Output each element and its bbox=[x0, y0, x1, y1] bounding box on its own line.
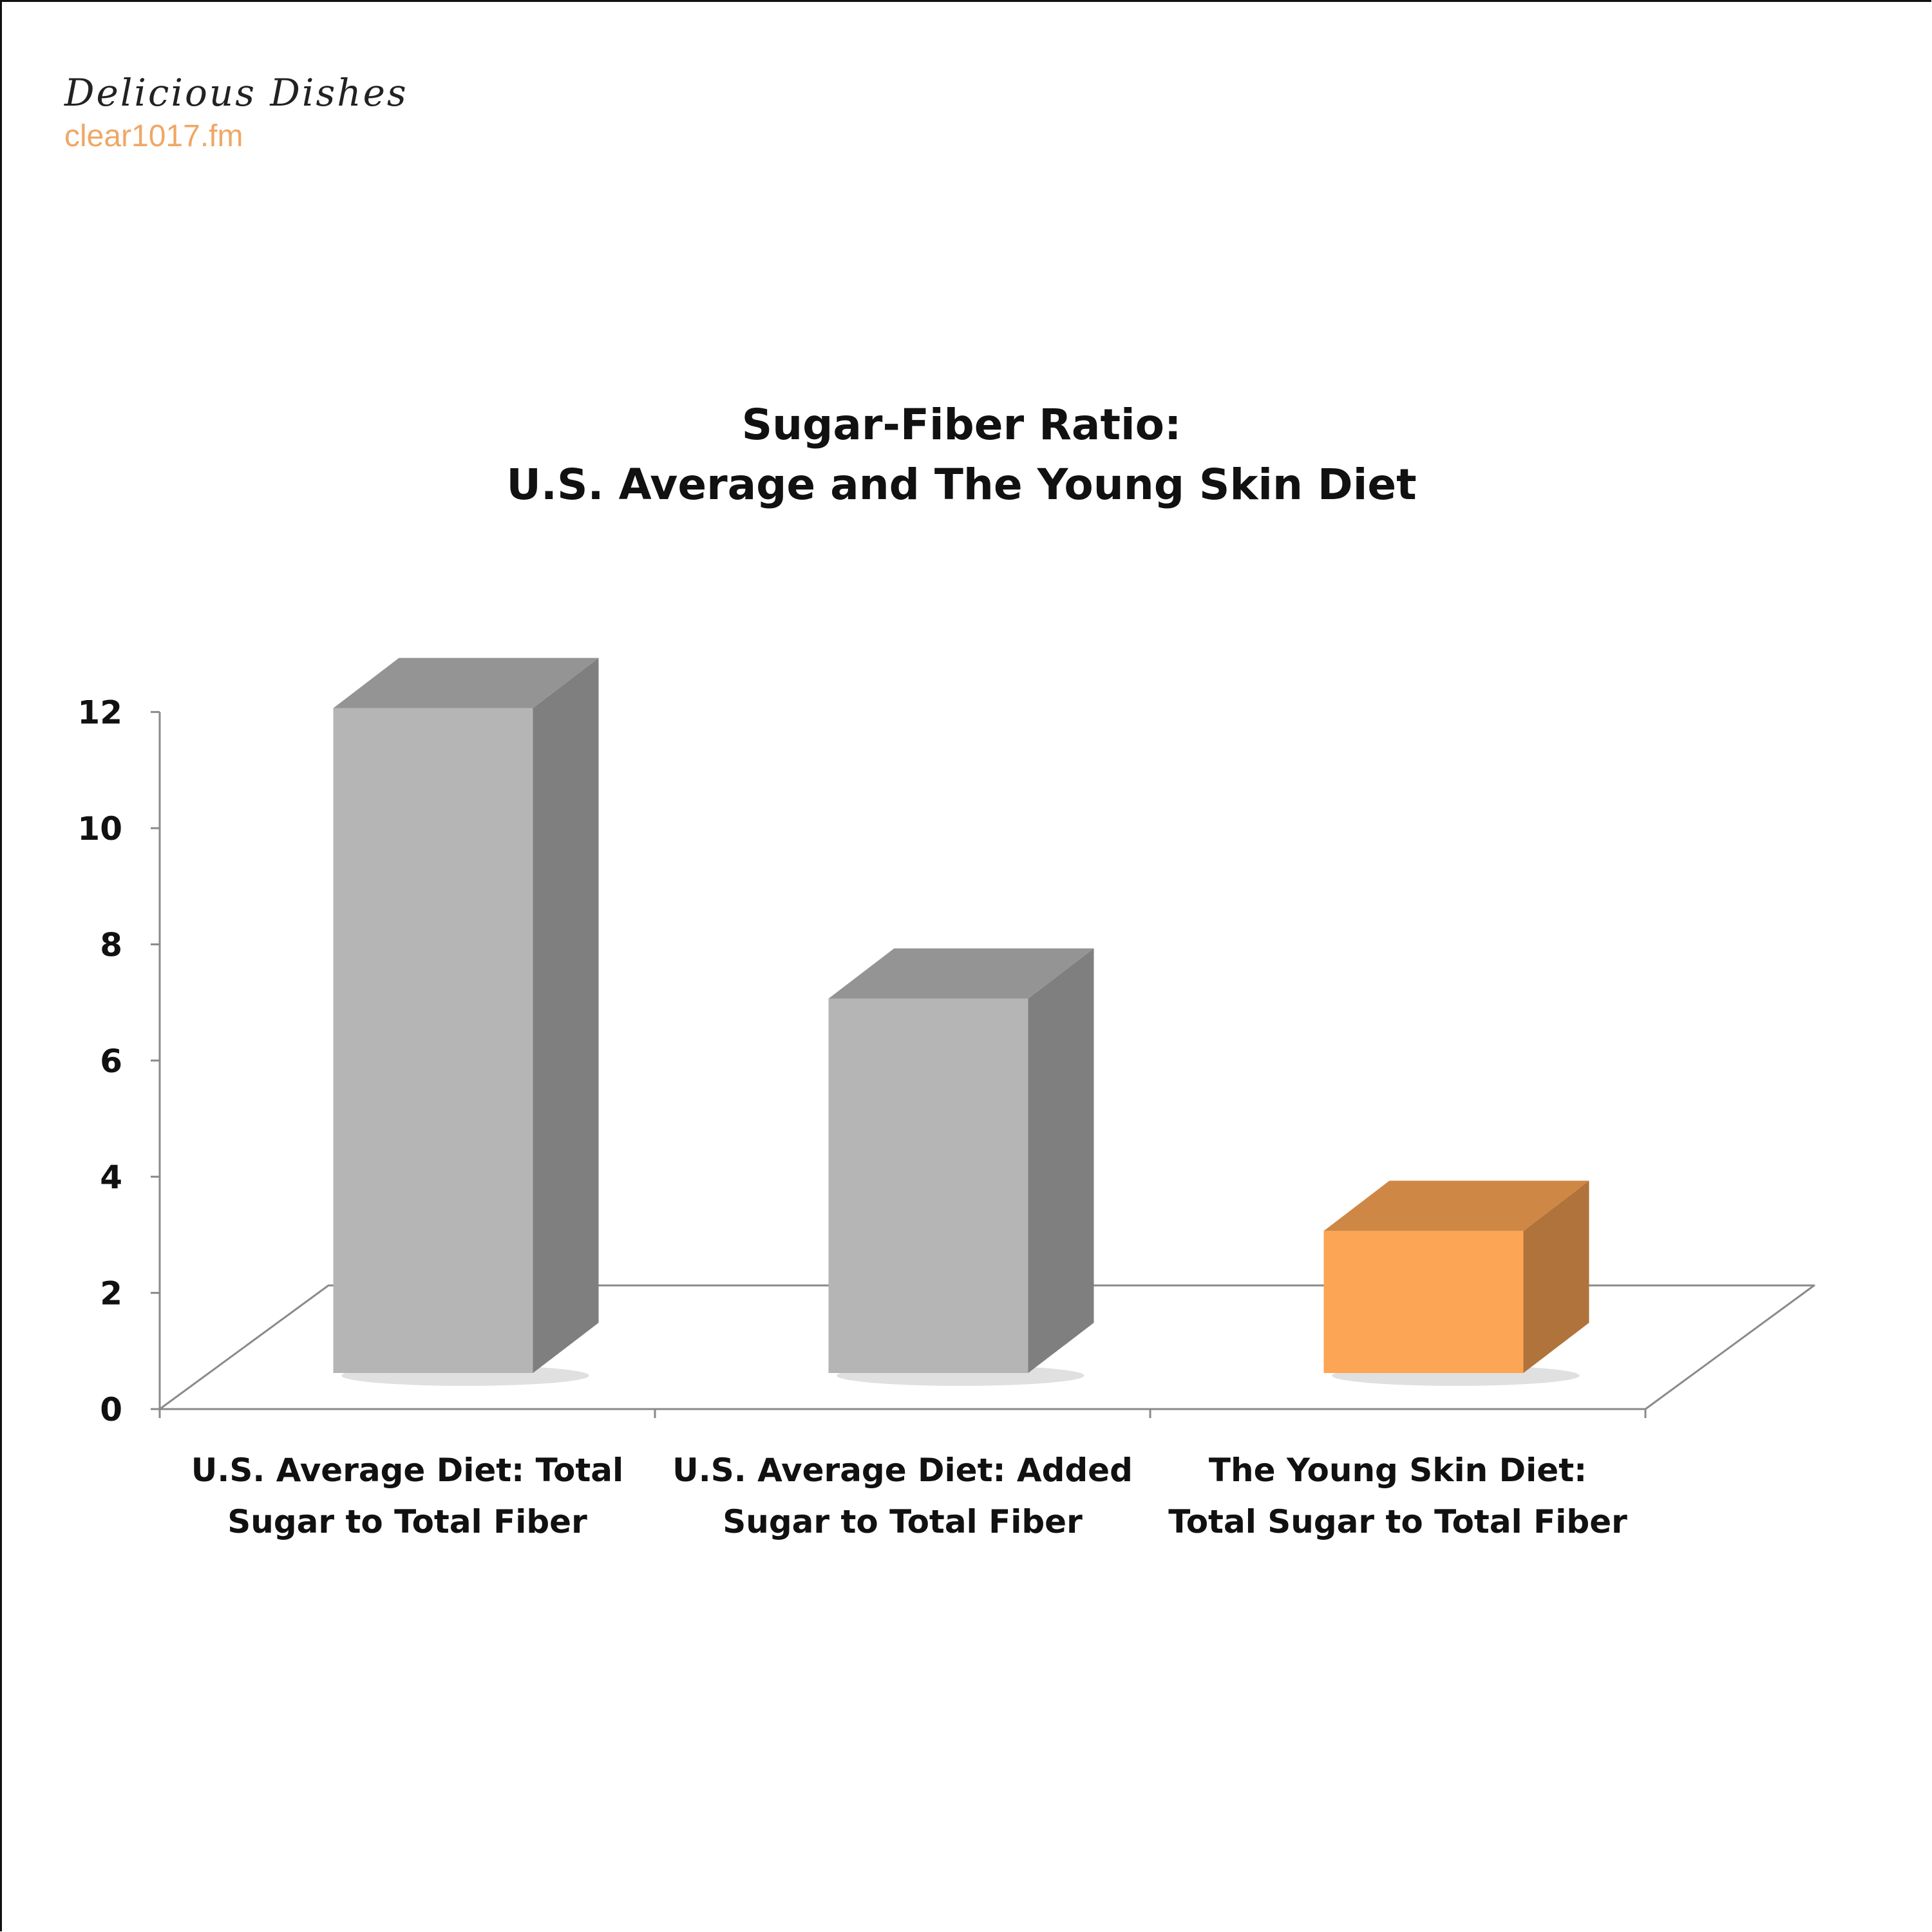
y-tick-label: 8 bbox=[100, 926, 122, 963]
brand-url: clear1017.fm bbox=[64, 119, 243, 153]
x-category-label: Sugar to Total Fiber bbox=[227, 1503, 587, 1540]
y-tick-label: 12 bbox=[77, 694, 122, 732]
bar-1 bbox=[333, 658, 599, 1386]
brand-block: Delicious Dishes clear1017.fm bbox=[64, 71, 408, 154]
bar-top bbox=[1323, 1180, 1589, 1231]
x-category-label: Total Sugar to Total Fiber bbox=[1168, 1503, 1627, 1540]
bar-side bbox=[1028, 948, 1094, 1373]
bar-2 bbox=[828, 948, 1094, 1386]
y-tick-label: 2 bbox=[100, 1275, 122, 1312]
y-tick-label: 0 bbox=[100, 1391, 122, 1428]
x-category-label: Sugar to Total Fiber bbox=[723, 1503, 1083, 1540]
bar-front bbox=[333, 708, 533, 1373]
bar-front bbox=[1323, 1231, 1524, 1373]
bar-front bbox=[828, 998, 1028, 1373]
chart-title-line-2: U.S. Average and The Young Skin Diet bbox=[506, 460, 1416, 509]
bar-side bbox=[1523, 1180, 1589, 1373]
brand-name: Delicious Dishes bbox=[64, 71, 408, 115]
x-category-label: U.S. Average Diet: Added bbox=[672, 1452, 1133, 1489]
y-tick-label: 4 bbox=[100, 1159, 122, 1196]
chart-title-line-1: Sugar-Fiber Ratio: bbox=[742, 400, 1182, 450]
bar-side bbox=[533, 658, 599, 1373]
bar-3 bbox=[1323, 1180, 1589, 1386]
y-tick-label: 6 bbox=[100, 1043, 122, 1080]
y-tick-label: 10 bbox=[77, 810, 122, 848]
x-category-label: The Young Skin Diet: bbox=[1209, 1452, 1587, 1489]
x-category-label: U.S. Average Diet: Total bbox=[191, 1452, 623, 1489]
bar-top bbox=[828, 948, 1094, 999]
bar-top bbox=[333, 658, 599, 708]
